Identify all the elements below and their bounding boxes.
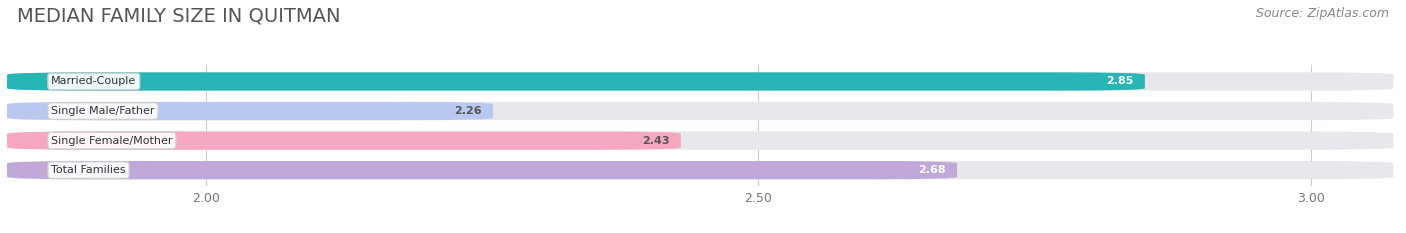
Text: Source: ZipAtlas.com: Source: ZipAtlas.com xyxy=(1256,7,1389,20)
Text: 2.26: 2.26 xyxy=(454,106,482,116)
FancyBboxPatch shape xyxy=(13,72,1393,91)
Text: 2.85: 2.85 xyxy=(1107,76,1133,86)
Text: 2.43: 2.43 xyxy=(643,136,669,146)
FancyBboxPatch shape xyxy=(13,102,1393,120)
Text: MEDIAN FAMILY SIZE IN QUITMAN: MEDIAN FAMILY SIZE IN QUITMAN xyxy=(17,7,340,26)
Text: Total Families: Total Families xyxy=(51,165,127,175)
Text: Single Male/Father: Single Male/Father xyxy=(51,106,155,116)
FancyBboxPatch shape xyxy=(13,161,1393,179)
Text: Single Female/Mother: Single Female/Mother xyxy=(51,136,173,146)
FancyBboxPatch shape xyxy=(7,131,681,150)
FancyBboxPatch shape xyxy=(7,72,1144,91)
FancyBboxPatch shape xyxy=(7,161,957,179)
FancyBboxPatch shape xyxy=(13,131,1393,150)
Text: Married-Couple: Married-Couple xyxy=(51,76,136,86)
FancyBboxPatch shape xyxy=(7,102,494,120)
Text: 2.68: 2.68 xyxy=(918,165,946,175)
